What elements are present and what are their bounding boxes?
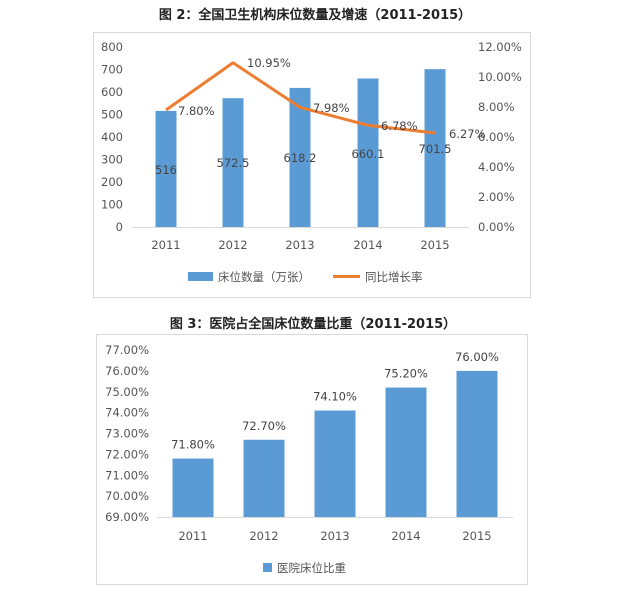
y2-tick-label: 6.00% <box>478 130 515 144</box>
y-tick-label: 300 <box>101 153 123 167</box>
bar-data-label: 618.2 <box>284 151 317 165</box>
y-tick-label: 200 <box>101 175 123 189</box>
bar-data-label: 660.1 <box>352 147 385 161</box>
bar <box>424 69 446 227</box>
chart-border <box>96 334 528 585</box>
line-data-label: 7.98% <box>313 101 350 115</box>
y-tick-label: 69.00% <box>105 510 149 524</box>
legend-label: 医院床位比重 <box>277 561 346 575</box>
bar <box>385 387 427 517</box>
y-tick-label: 75.00% <box>105 385 149 399</box>
y-tick-label: 500 <box>101 108 123 122</box>
bar <box>172 458 214 517</box>
bar-data-label: 74.10% <box>313 390 357 404</box>
x-tick-label: 2014 <box>353 238 382 252</box>
chart-title: 图 3：医院占全国床位数量比重（2011-2015） <box>170 316 456 332</box>
x-tick-label: 2013 <box>285 238 314 252</box>
legend-label: 同比增长率 <box>365 270 423 284</box>
x-tick-label: 2015 <box>462 529 491 543</box>
y-tick-label: 600 <box>101 85 123 99</box>
bar <box>222 98 244 227</box>
y2-tick-label: 2.00% <box>478 190 515 204</box>
y2-tick-label: 8.00% <box>478 100 515 114</box>
y-tick-label: 400 <box>101 130 123 144</box>
x-tick-label: 2015 <box>420 238 449 252</box>
y-tick-label: 77.00% <box>105 343 149 357</box>
x-tick-label: 2014 <box>391 529 420 543</box>
bar-data-label: 75.20% <box>384 367 428 381</box>
bar <box>243 439 285 517</box>
bar <box>314 410 356 517</box>
y2-tick-label: 12.00% <box>478 40 522 54</box>
bar <box>456 370 498 517</box>
bar <box>155 110 177 227</box>
y2-tick-label: 10.00% <box>478 70 522 84</box>
bar-data-label: 76.00% <box>455 350 499 364</box>
line-data-label: 6.27% <box>449 127 486 141</box>
line-data-label: 10.95% <box>247 56 291 70</box>
legend-label: 床位数量（万张） <box>218 270 310 284</box>
y-tick-label: 0 <box>116 220 123 234</box>
y-tick-label: 700 <box>101 63 123 77</box>
bar <box>357 78 379 227</box>
x-tick-label: 2011 <box>151 238 180 252</box>
x-tick-label: 2012 <box>249 529 278 543</box>
y2-tick-label: 4.00% <box>478 160 515 174</box>
y-tick-label: 71.00% <box>105 468 149 482</box>
x-tick-label: 2013 <box>320 529 349 543</box>
y2-tick-label: 0.00% <box>478 220 515 234</box>
y-tick-label: 73.00% <box>105 427 149 441</box>
y-tick-label: 76.00% <box>105 364 149 378</box>
line-series <box>165 61 436 135</box>
y-tick-label: 70.00% <box>105 489 149 503</box>
bar <box>289 87 311 227</box>
line-data-label: 6.78% <box>381 119 418 133</box>
chart-title: 图 2：全国卫生机构床位数量及增速（2011-2015） <box>159 7 471 23</box>
legend-swatch-bar <box>188 272 213 281</box>
y-tick-label: 100 <box>101 198 123 212</box>
y-tick-label: 800 <box>101 40 123 54</box>
x-tick-label: 2011 <box>178 529 207 543</box>
bar-data-label: 71.80% <box>171 438 215 452</box>
bar-data-label: 572.5 <box>217 156 250 170</box>
legend-swatch-bar <box>263 563 272 572</box>
y-tick-label: 74.00% <box>105 406 149 420</box>
bar-data-label: 72.70% <box>242 419 286 433</box>
line-data-label: 7.80% <box>178 104 215 118</box>
bar-data-label: 701.5 <box>419 142 452 156</box>
bar-data-label: 516 <box>155 163 177 177</box>
x-tick-label: 2012 <box>218 238 247 252</box>
y-tick-label: 72.00% <box>105 447 149 461</box>
